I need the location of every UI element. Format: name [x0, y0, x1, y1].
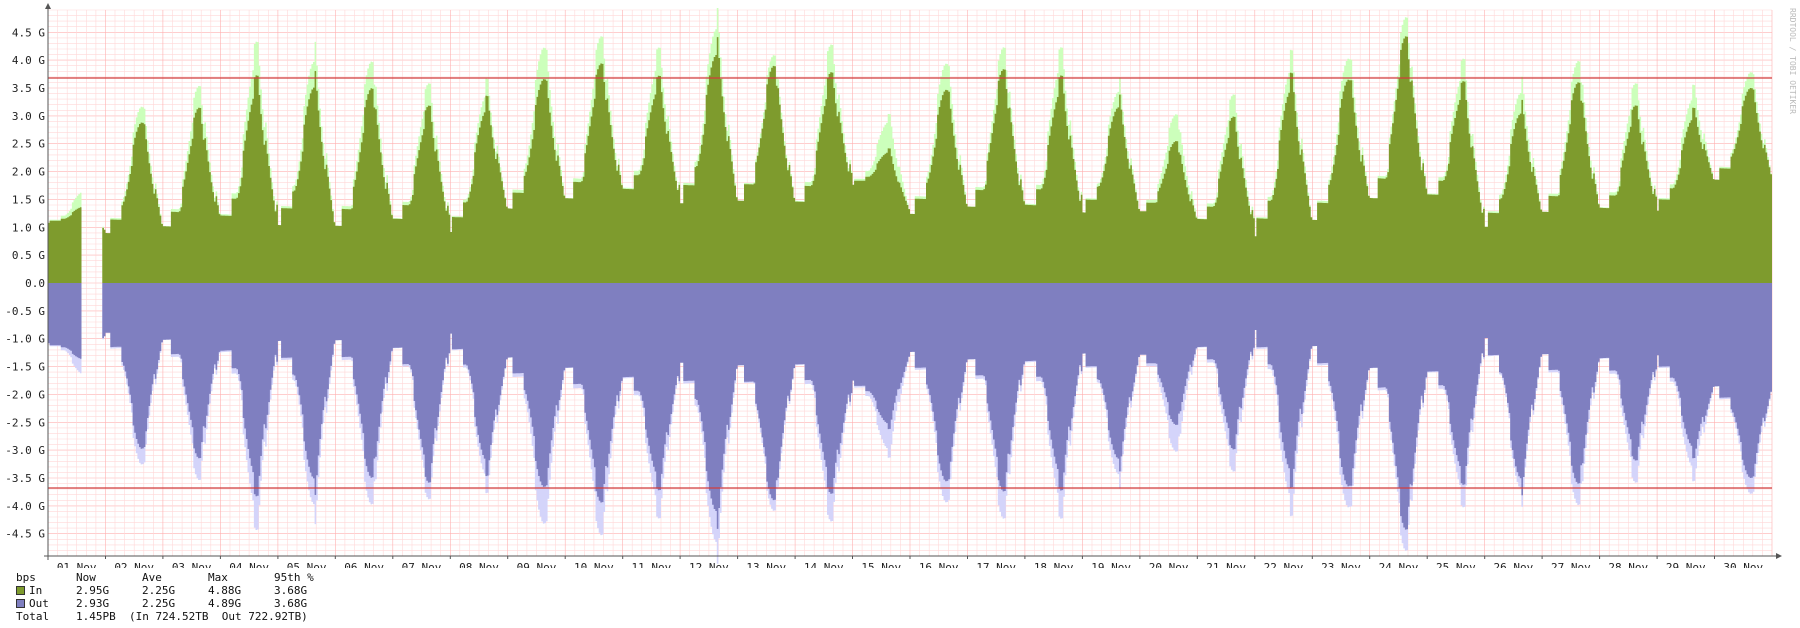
y-tick-label: -4.5 G [5, 528, 45, 541]
x-tick-label: 09 Nov [517, 561, 557, 568]
x-axis-arrow [1776, 553, 1782, 559]
y-axis-arrow [45, 3, 51, 9]
legend-total-value: 1.45PB [76, 610, 116, 623]
y-tick-label: 2.5 G [12, 138, 45, 151]
legend-row-total: Total 1.45PB (In 724.52TB Out 722.92TB) [16, 610, 354, 623]
y-tick-label: 2.0 G [12, 166, 45, 179]
x-tick-label: 29 Nov [1666, 561, 1706, 568]
x-tick-label: 11 Nov [632, 561, 672, 568]
y-tick-label: -2.5 G [5, 416, 45, 429]
legend-out-ave: 2.25G [142, 597, 176, 610]
x-tick-label: 16 Nov [919, 561, 959, 568]
x-tick-label: 17 Nov [976, 561, 1016, 568]
legend-in-ave: 2.25G [142, 584, 176, 597]
x-tick-label: 25 Nov [1436, 561, 1476, 568]
x-tick-label: 01 Nov [57, 561, 97, 568]
x-tick-label: 04 Nov [229, 561, 269, 568]
y-tick-label: -2.0 G [5, 388, 45, 401]
x-tick-label: 20 Nov [1149, 561, 1189, 568]
traffic-chart: 4.5 G 4.0 G 3.5 G 3.0 G 2.5 G 2.0 G 1.5 G 1.0 G… [5, 3, 1797, 568]
x-tick-label: 13 Nov [746, 561, 786, 568]
legend-out-max: 4.89G [208, 597, 242, 610]
legend-header-row: bps Now Ave Max 95th % [16, 571, 354, 584]
x-tick-label: 30 Nov [1723, 561, 1763, 568]
legend-total-detail: (In 724.52TB Out 722.92TB) [129, 610, 308, 623]
y-tick-label: 1.0 G [12, 221, 45, 234]
y-tick-label: -1.5 G [5, 361, 45, 374]
y-tick-label: 4.5 G [12, 26, 45, 39]
legend-header-max: Max [208, 571, 228, 584]
y-tick-label: 3.5 G [12, 82, 45, 95]
x-tick-label: 12 Nov [689, 561, 729, 568]
y-tick-label: 4.0 G [12, 54, 45, 67]
x-tick-label: 03 Nov [172, 561, 212, 568]
out-average-area [48, 283, 1772, 530]
legend-header-95th: 95th % [274, 571, 314, 584]
x-tick-label: 18 Nov [1034, 561, 1074, 568]
y-tick-label: -4.0 G [5, 500, 45, 513]
x-tick-label: 08 Nov [459, 561, 499, 568]
legend-row-in: In 2.95G 2.25G 4.88G 3.68G [16, 584, 354, 597]
legend-out-95th: 3.68G [274, 597, 308, 610]
legend-header-ave: Ave [142, 571, 162, 584]
y-tick-label: 0.5 G [12, 249, 45, 262]
x-tick-label: 23 Nov [1321, 561, 1361, 568]
y-tick-label: -3.5 G [5, 472, 45, 485]
data-areas [48, 8, 1772, 564]
x-tick-label: 24 Nov [1379, 561, 1419, 568]
x-tick-label: 07 Nov [402, 561, 442, 568]
threshold-lines [48, 77, 1772, 489]
x-tick-labels: 01 Nov 02 Nov 03 Nov 04 Nov 05 Nov 06 Nov 07 N… [47, 556, 1764, 568]
y-tick-label: -0.5 G [5, 305, 45, 318]
x-tick-label: 27 Nov [1551, 561, 1591, 568]
out-color-swatch [16, 599, 25, 608]
x-tick-label: 21 Nov [1206, 561, 1246, 568]
legend-header-unit: bps [16, 571, 36, 584]
x-tick-label: 14 Nov [804, 561, 844, 568]
legend-out-label: Out [29, 597, 49, 610]
legend-total-label: Total [16, 610, 50, 623]
legend-in-95th: 3.68G [274, 584, 308, 597]
x-tick-label: 10 Nov [574, 561, 614, 568]
legend-in-label: In [29, 584, 43, 597]
y-tick-labels: 4.5 G 4.0 G 3.5 G 3.0 G 2.5 G 2.0 G 1.5 G 1.0 G… [5, 26, 45, 540]
watermark-text: RRDTOOL / TOBI OETIKER [1788, 8, 1797, 114]
x-tick-label: 26 Nov [1494, 561, 1534, 568]
in-color-swatch [16, 586, 25, 595]
y-tick-label: -3.0 G [5, 444, 45, 457]
x-tick-label: 05 Nov [287, 561, 327, 568]
legend-table: bps Now Ave Max 95th % In 2.95G 2.25G 4.… [16, 571, 354, 623]
x-tick-label: 19 Nov [1091, 561, 1131, 568]
legend-out-now: 2.93G [76, 597, 110, 610]
axes [44, 3, 1782, 560]
legend-in-max: 4.88G [208, 584, 242, 597]
in-average-area [48, 36, 1772, 284]
legend-header-now: Now [76, 571, 96, 584]
x-tick-label: 22 Nov [1264, 561, 1304, 568]
legend-in-now: 2.95G [76, 584, 110, 597]
y-tick-label: -1.0 G [5, 333, 45, 346]
y-tick-label: 1.5 G [12, 193, 45, 206]
y-tick-label: 0.0 [25, 277, 45, 290]
x-tick-label: 15 Nov [861, 561, 901, 568]
x-tick-label: 02 Nov [114, 561, 154, 568]
y-tick-label: 3.0 G [12, 110, 45, 123]
x-tick-label: 06 Nov [344, 561, 384, 568]
legend-row-out: Out 2.93G 2.25G 4.89G 3.68G [16, 597, 354, 610]
x-tick-label: 28 Nov [1608, 561, 1648, 568]
